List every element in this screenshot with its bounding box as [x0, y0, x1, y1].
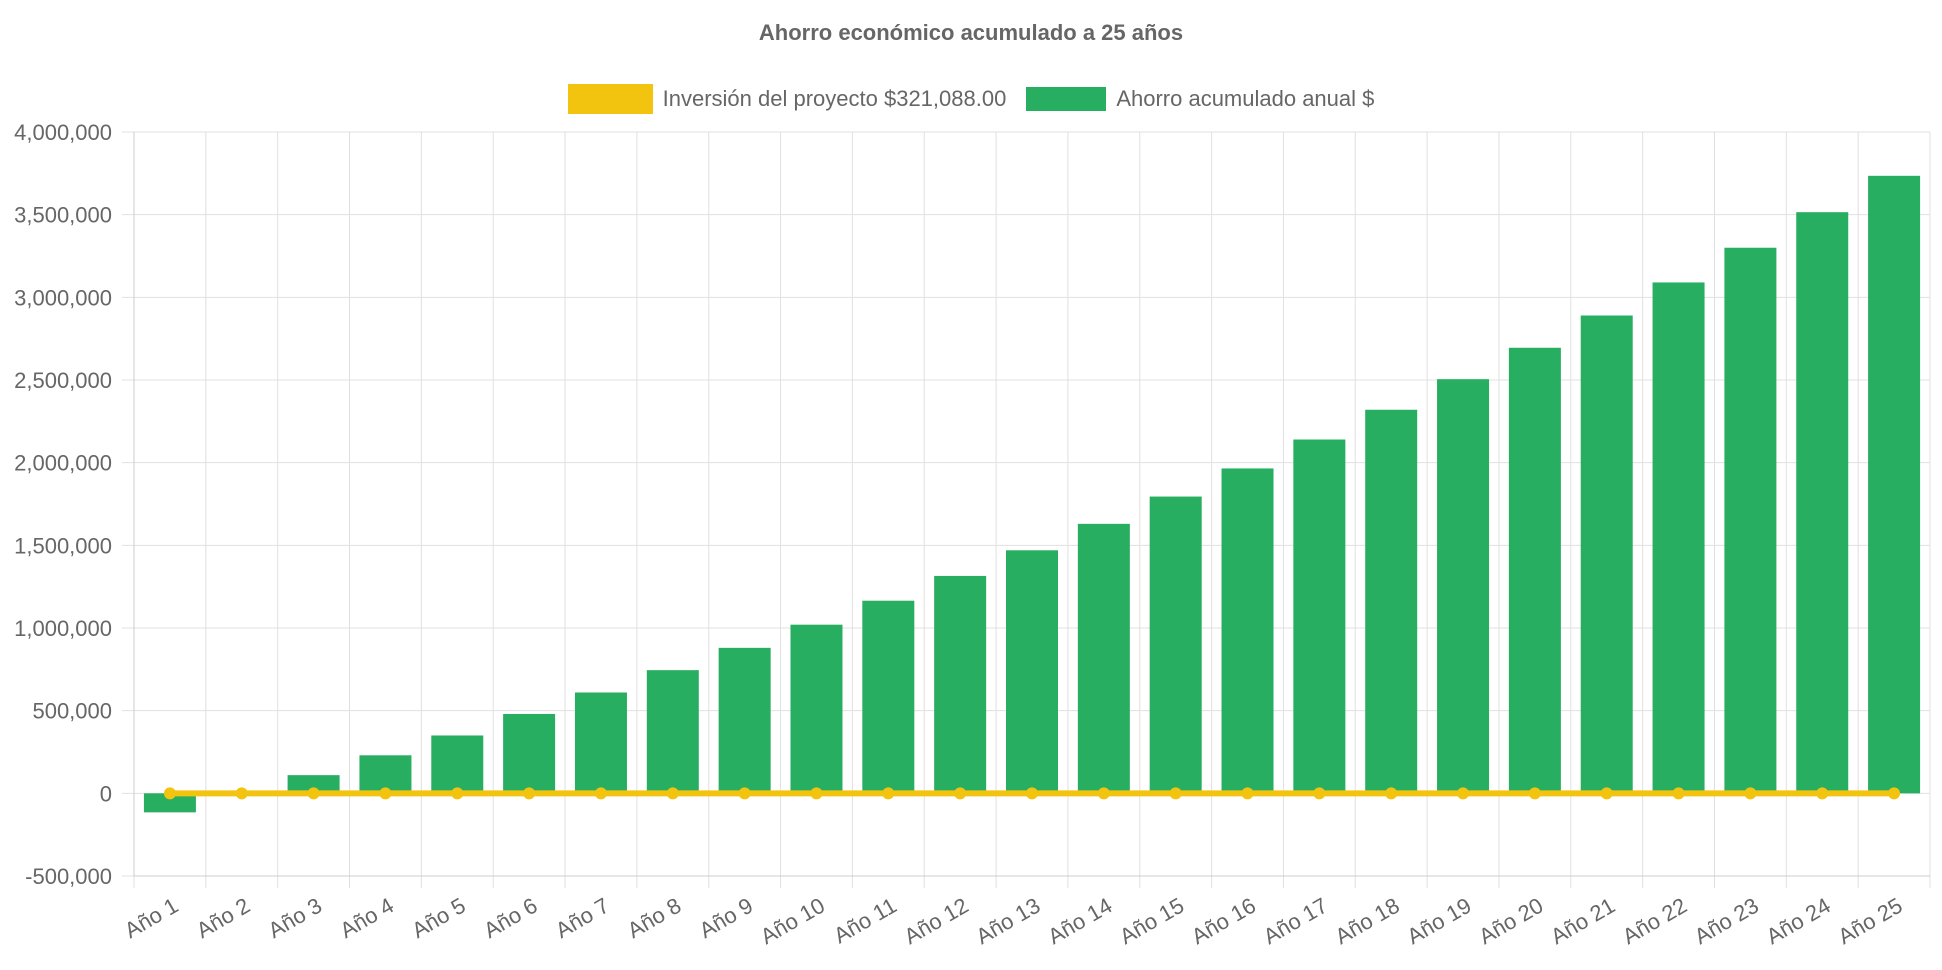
- y-tick-label: -500,000: [25, 864, 112, 889]
- bar-ahorro: [1077, 523, 1130, 794]
- point-inversion: [1528, 787, 1541, 800]
- bar-ahorro: [287, 775, 340, 794]
- legend-label-savings: Ahorro acumulado anual $: [1116, 86, 1375, 111]
- point-inversion: [1672, 787, 1685, 800]
- bar-ahorro: [1293, 439, 1346, 794]
- legend-item-investment[interactable]: Inversión del proyecto $321,088.00: [567, 84, 1007, 114]
- point-inversion: [666, 787, 679, 800]
- x-tick-label: Año 13: [972, 893, 1045, 950]
- x-tick-label: Año 10: [756, 893, 829, 950]
- bar-ahorro: [646, 670, 699, 794]
- point-inversion: [451, 787, 464, 800]
- x-tick-label: Año 1: [120, 893, 182, 943]
- point-inversion: [1888, 787, 1901, 800]
- x-tick-label: Año 7: [551, 893, 613, 943]
- bar-ahorro: [503, 713, 556, 794]
- bar-ahorro: [143, 793, 196, 813]
- x-tick-label: Año 4: [336, 893, 398, 943]
- point-inversion: [1457, 787, 1470, 800]
- y-tick-label: 500,000: [32, 699, 112, 724]
- bar-ahorro: [359, 755, 412, 794]
- legend-item-savings[interactable]: Ahorro acumulado anual $: [1026, 86, 1374, 112]
- bar-ahorro: [790, 624, 843, 794]
- point-inversion: [1744, 787, 1757, 800]
- point-inversion: [163, 787, 176, 800]
- x-tick-label: Año 6: [479, 893, 541, 943]
- x-tick-label: Año 11: [829, 893, 900, 949]
- x-tick-label: Año 21: [1546, 893, 1619, 950]
- point-inversion: [307, 787, 320, 800]
- y-tick-label: 2,000,000: [14, 451, 112, 476]
- x-tick-label: Año 12: [900, 893, 973, 950]
- y-tick-label: 3,000,000: [14, 285, 112, 310]
- point-inversion: [594, 787, 607, 800]
- bar-ahorro: [1796, 212, 1849, 794]
- y-tick-label: 4,000,000: [14, 120, 112, 145]
- bar-ahorro: [431, 735, 484, 794]
- point-inversion: [882, 787, 895, 800]
- point-inversion: [810, 787, 823, 800]
- point-inversion: [738, 787, 751, 800]
- x-tick-label: Año 17: [1259, 893, 1332, 950]
- y-tick-label: 3,500,000: [14, 203, 112, 228]
- bar-ahorro: [934, 575, 987, 794]
- x-tick-label: Año 3: [264, 893, 326, 943]
- bar-ahorro: [1437, 379, 1490, 794]
- point-inversion: [1026, 787, 1038, 800]
- point-inversion: [235, 787, 248, 800]
- bar-ahorro: [862, 600, 915, 794]
- x-tick-label: Año 9: [695, 893, 757, 943]
- y-tick-label: 0: [100, 781, 112, 806]
- point-inversion: [523, 787, 536, 800]
- bar-ahorro: [1508, 347, 1561, 794]
- bar-ahorro: [718, 647, 771, 794]
- chart-title: Ahorro económico acumulado a 25 años: [758, 20, 1184, 45]
- x-tick-label: Año 5: [407, 893, 469, 943]
- y-tick-label: 1,000,000: [14, 616, 112, 641]
- bar-ahorro: [1580, 315, 1633, 794]
- point-inversion: [1816, 787, 1829, 800]
- legend-label-investment: Inversión del proyecto $321,088.00: [662, 86, 1007, 111]
- bar-ahorro: [574, 692, 627, 794]
- x-tick-label: Año 19: [1403, 893, 1476, 950]
- point-inversion: [1600, 787, 1613, 800]
- x-tick-label: Año 24: [1762, 893, 1835, 950]
- y-tick-label: 2,500,000: [14, 368, 112, 393]
- x-tick-label: Año 20: [1474, 893, 1547, 950]
- bar-ahorro: [1006, 550, 1058, 794]
- bar-ahorro: [1221, 468, 1274, 794]
- y-tick-label: 1,500,000: [14, 533, 112, 558]
- point-inversion: [379, 787, 392, 800]
- x-tick-label: Año 22: [1618, 893, 1691, 950]
- chart-legend: Inversión del proyecto $321,088.00 Ahorr…: [0, 84, 1942, 114]
- bar-ahorro: [1652, 282, 1705, 794]
- x-tick-label: Año 14: [1043, 893, 1116, 950]
- legend-swatch-investment: [567, 84, 653, 114]
- bar-ahorro: [1149, 496, 1202, 794]
- x-tick-label: Año 8: [623, 893, 685, 943]
- x-tick-label: Año 15: [1115, 893, 1188, 950]
- x-tick-label: Año 25: [1834, 893, 1907, 950]
- bar-ahorro: [1724, 247, 1777, 794]
- point-inversion: [1241, 787, 1254, 800]
- x-tick-label: Año 16: [1187, 893, 1260, 950]
- x-tick-label: Año 23: [1690, 893, 1763, 950]
- legend-swatch-savings: [1026, 87, 1107, 111]
- x-tick-label: Año 2: [192, 893, 254, 943]
- bar-ahorro: [1365, 409, 1418, 794]
- point-inversion: [1097, 787, 1110, 800]
- point-inversion: [1385, 787, 1398, 800]
- point-inversion: [1169, 787, 1182, 800]
- x-tick-label: Año 18: [1331, 893, 1404, 950]
- bar-ahorro: [1868, 175, 1921, 794]
- point-inversion: [954, 787, 967, 800]
- point-inversion: [1313, 787, 1326, 800]
